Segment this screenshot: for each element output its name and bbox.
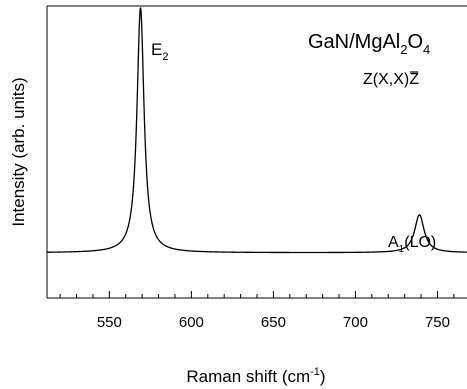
raman-spectrum-line bbox=[47, 7, 467, 254]
x-tick-label: 650 bbox=[261, 314, 286, 331]
scattering-geometry-label: Z(X,X)Z bbox=[363, 71, 419, 88]
x-tick-label: 700 bbox=[343, 314, 368, 331]
peak-label-a1-lo: A1(LO) bbox=[388, 234, 436, 255]
x-tick-labels: 550 600 650 700 750 bbox=[97, 314, 450, 331]
y-axis-title: Intensity (arb. units) bbox=[9, 77, 28, 226]
x-tick-label: 600 bbox=[179, 314, 204, 331]
sample-label: GaN/MgAl2O4 bbox=[308, 31, 430, 57]
x-tick-label: 550 bbox=[97, 314, 122, 331]
peak-label-e2: E2 bbox=[151, 40, 168, 63]
x-axis-title: Raman shift (cm-1) bbox=[186, 366, 325, 386]
x-ticks bbox=[59, 291, 455, 298]
x-tick-label: 750 bbox=[425, 314, 450, 331]
